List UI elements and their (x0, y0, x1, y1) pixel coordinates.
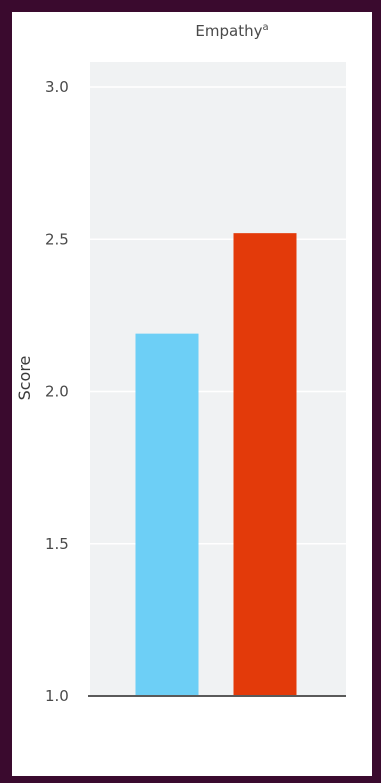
y-tick-label: 2.5 (45, 230, 69, 248)
y-tick-label: 3.0 (45, 78, 69, 96)
gridlines (90, 86, 346, 545)
figure-panel: 1.0 1.5 2.0 2.5 3.0 Empathya Score (12, 12, 372, 776)
y-tick-label: 1.5 (45, 535, 69, 553)
y-tick-labels: 1.0 1.5 2.0 2.5 3.0 (45, 78, 69, 705)
plot-area (90, 62, 346, 695)
y-tick-label: 1.0 (45, 687, 69, 705)
chart-title: Empathya (195, 22, 268, 40)
bar-2 (233, 233, 297, 696)
y-axis-label: Score (15, 356, 34, 401)
bar-1 (135, 333, 199, 696)
bars (135, 233, 297, 696)
y-tick-label: 2.0 (45, 383, 69, 401)
bar-chart: 1.0 1.5 2.0 2.5 3.0 Empathya Score (15, 22, 346, 705)
chart-title-superscript: a (262, 22, 268, 33)
